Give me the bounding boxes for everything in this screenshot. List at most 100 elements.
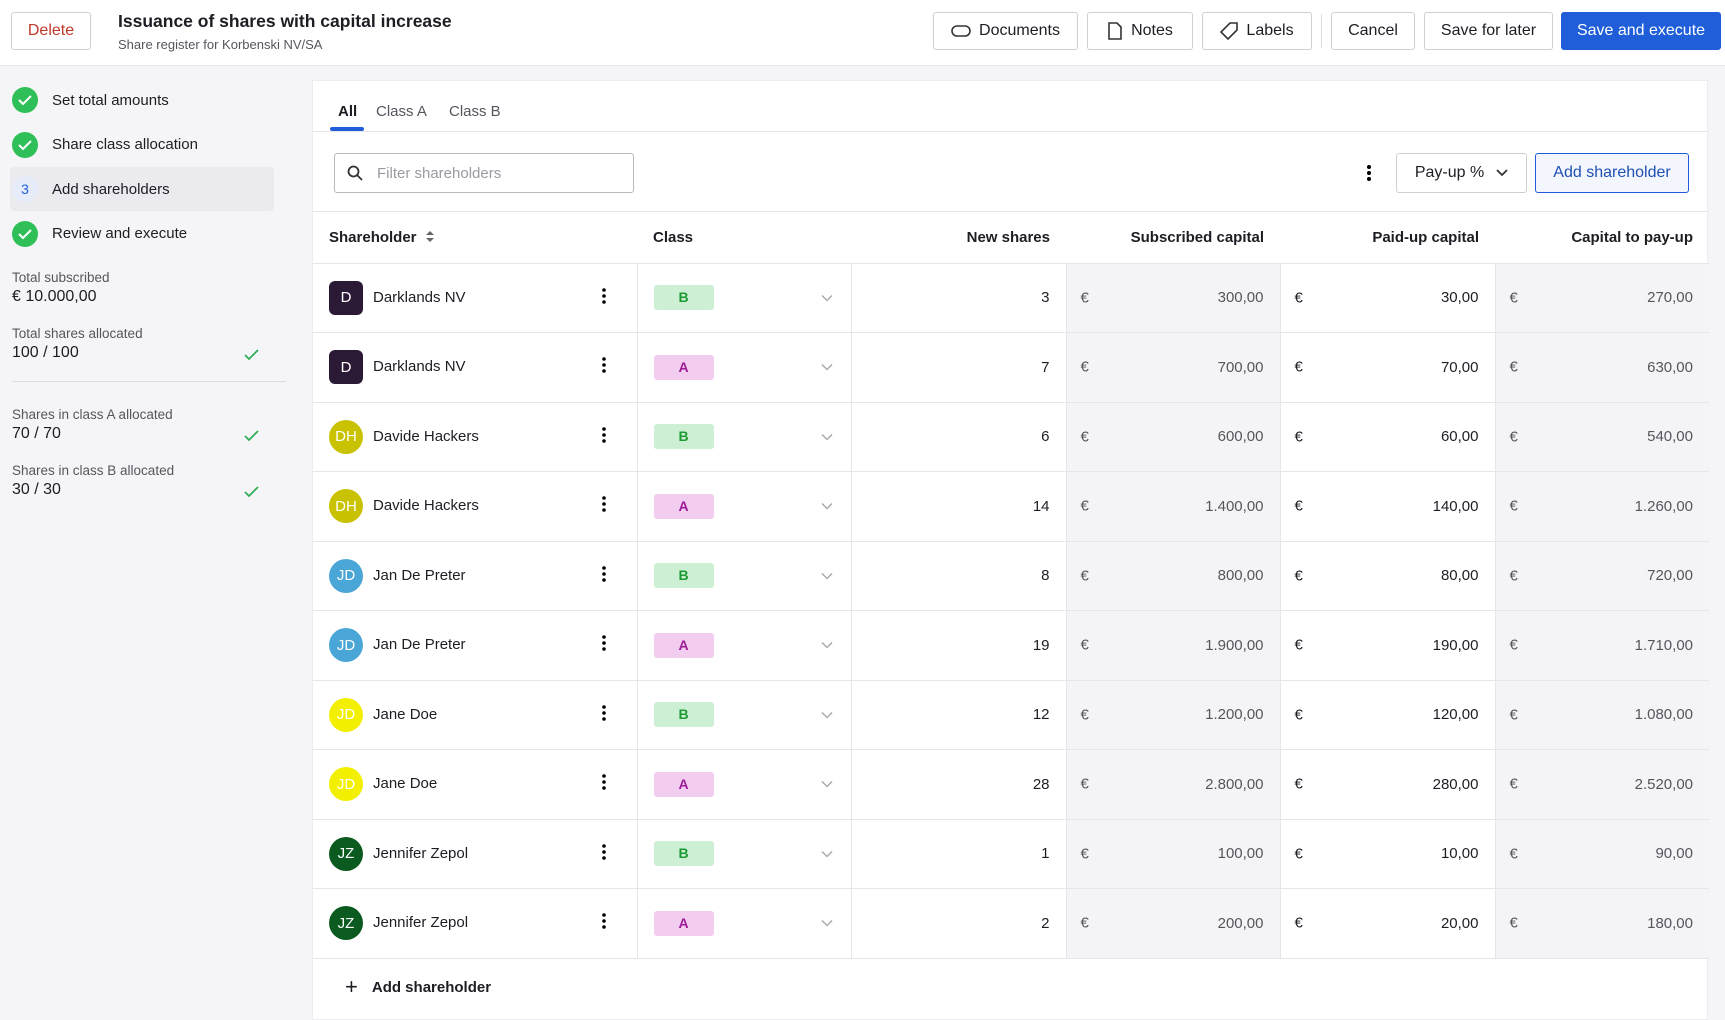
header: Delete Issuance of shares with capital i… bbox=[0, 0, 1725, 66]
class-cell[interactable]: A bbox=[636, 332, 852, 403]
label: Pay-up % bbox=[1414, 164, 1485, 181]
class-cell[interactable]: B bbox=[636, 402, 852, 472]
row-menu[interactable] bbox=[601, 774, 607, 794]
class-cell[interactable]: B bbox=[636, 680, 852, 750]
row-menu[interactable] bbox=[601, 287, 607, 308]
currency: € bbox=[1080, 706, 1089, 724]
note-icon bbox=[1108, 22, 1122, 40]
more-icon bbox=[601, 426, 606, 443]
save-execute-button[interactable]: Save and execute bbox=[1561, 12, 1721, 50]
paid-cell: €30,00 bbox=[1279, 263, 1495, 333]
add-shareholder-button[interactable]: Add shareholder bbox=[1535, 153, 1689, 193]
tab[interactable]: All bbox=[338, 103, 358, 120]
step[interactable]: Set total amounts bbox=[10, 78, 274, 122]
row: JD Jan De Preter A 19 €1.900,00 €190,00 €1.710… bbox=[313, 610, 1709, 681]
class-cell[interactable]: B bbox=[636, 263, 852, 333]
currency: € bbox=[1294, 636, 1303, 654]
column-header: New shares bbox=[851, 213, 1066, 264]
new-shares: 1 bbox=[851, 819, 1066, 889]
shareholder-name: Jennifer Zepol bbox=[373, 914, 469, 932]
chevron-icon bbox=[820, 920, 833, 927]
chevron bbox=[820, 776, 833, 793]
notes-button[interactable]: Notes bbox=[1087, 12, 1193, 50]
row-menu[interactable] bbox=[601, 565, 607, 586]
subscribed-cell: €1.900,00 bbox=[1065, 610, 1280, 681]
new-shares: 12 bbox=[851, 680, 1066, 750]
currency: € bbox=[1294, 497, 1303, 515]
currency: € bbox=[1509, 428, 1518, 446]
row-menu[interactable] bbox=[601, 704, 607, 725]
subscribed-cell: €1.200,00 bbox=[1065, 680, 1280, 750]
row-menu[interactable] bbox=[601, 635, 607, 655]
row: D Darklands NV A 7 €700,00 €70,00 €630,00 bbox=[313, 332, 1709, 403]
chevron-icon bbox=[820, 433, 833, 441]
currency: € bbox=[1509, 289, 1518, 307]
class-badge: B bbox=[653, 702, 714, 728]
class-cell[interactable]: A bbox=[636, 610, 852, 681]
class-cell[interactable]: A bbox=[636, 749, 852, 820]
row-menu[interactable] bbox=[601, 913, 607, 933]
row-menu[interactable] bbox=[601, 843, 607, 864]
check-icon bbox=[18, 95, 32, 106]
amount: 90,00 bbox=[1655, 845, 1693, 863]
column-header: Class bbox=[637, 213, 851, 264]
currency: € bbox=[1294, 845, 1303, 863]
topay-cell: €1.710,00 bbox=[1494, 610, 1709, 681]
sidebar: Set total amounts Share class allocation 3… bbox=[0, 66, 300, 1002]
row-menu[interactable] bbox=[601, 357, 607, 377]
class-badge: B bbox=[653, 563, 714, 589]
amount: 20,00 bbox=[1440, 914, 1479, 932]
step[interactable]: Review and execute bbox=[10, 212, 274, 256]
check bbox=[244, 429, 260, 446]
currency: € bbox=[1509, 567, 1518, 585]
shareholder-cell: JD Jan De Preter bbox=[313, 541, 637, 611]
class-cell[interactable]: A bbox=[636, 471, 852, 542]
class-cell[interactable]: B bbox=[636, 541, 852, 611]
row-menu[interactable] bbox=[601, 496, 607, 516]
tab[interactable]: Class B bbox=[449, 103, 501, 120]
class-cell[interactable]: A bbox=[636, 888, 852, 959]
row-menu[interactable] bbox=[601, 426, 607, 447]
step[interactable]: 3 Add shareholders bbox=[10, 167, 274, 211]
shareholder-cell: DH Davide Hackers bbox=[313, 471, 637, 542]
currency: € bbox=[1509, 775, 1518, 793]
cancel-button[interactable]: Cancel bbox=[1331, 12, 1415, 50]
documents-button[interactable]: Documents bbox=[933, 12, 1078, 50]
paid-cell: €120,00 bbox=[1279, 680, 1495, 750]
column-label: Class bbox=[653, 229, 694, 247]
more-icon bbox=[601, 287, 606, 304]
chevron-icon bbox=[820, 850, 833, 858]
step-marker bbox=[12, 87, 38, 113]
check-icon bbox=[244, 486, 259, 498]
step[interactable]: Share class allocation bbox=[10, 123, 274, 167]
class-cell[interactable]: B bbox=[636, 819, 852, 889]
currency: € bbox=[1294, 289, 1303, 307]
payup-select[interactable]: Pay-up % bbox=[1396, 153, 1527, 193]
avatar: DH bbox=[329, 419, 363, 454]
new-shares: 19 bbox=[851, 610, 1066, 681]
tab-rule bbox=[313, 131, 1707, 132]
subtitle: Share register for Korbenski NV/SA bbox=[118, 37, 323, 52]
tab[interactable]: Class A bbox=[376, 103, 427, 120]
currency: € bbox=[1294, 358, 1303, 376]
paid-cell: €140,00 bbox=[1279, 471, 1495, 542]
filter-input[interactable]: Filter shareholders bbox=[334, 153, 634, 193]
delete-button[interactable]: Delete bbox=[11, 12, 91, 50]
labels-button[interactable]: Labels bbox=[1202, 12, 1312, 50]
amount: 2.800,00 bbox=[1205, 775, 1264, 793]
more-icon[interactable] bbox=[1365, 163, 1373, 183]
amount: 300,00 bbox=[1217, 289, 1264, 307]
main-panel: Filter shareholders Pay-up % Add shareho… bbox=[312, 80, 1709, 1020]
check-icon bbox=[244, 430, 259, 442]
amount: 190,00 bbox=[1432, 636, 1479, 654]
topay-cell: €1.260,00 bbox=[1494, 471, 1709, 542]
currency: € bbox=[1080, 914, 1089, 932]
shareholder-name: Jennifer Zepol bbox=[373, 844, 469, 862]
footer-add[interactable]: + Add shareholder bbox=[345, 974, 491, 1000]
amount: 30,00 bbox=[1440, 289, 1479, 307]
divider bbox=[12, 381, 286, 382]
currency: € bbox=[1080, 775, 1089, 793]
save-later-button[interactable]: Save for later bbox=[1424, 12, 1553, 50]
shareholder-name: Darklands NV bbox=[373, 288, 466, 306]
subscribed-cell: €800,00 bbox=[1065, 541, 1280, 611]
